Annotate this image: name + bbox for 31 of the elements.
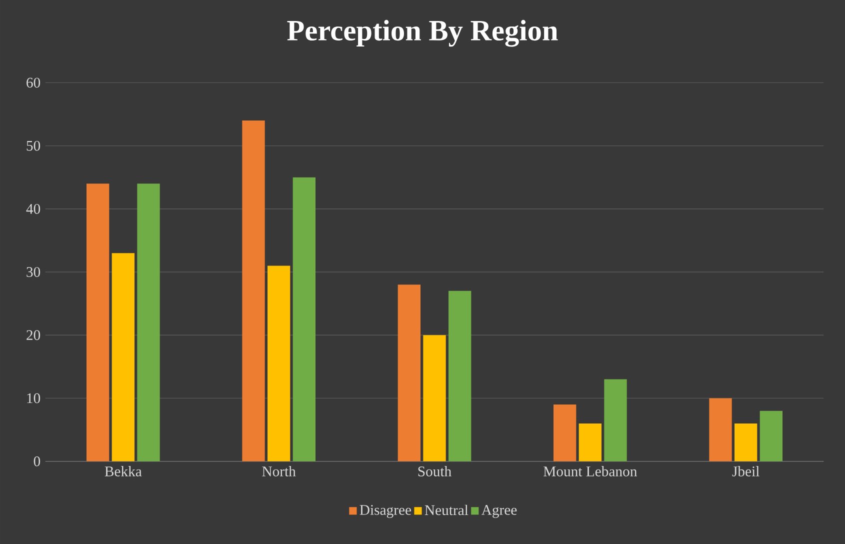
y-tick-label: 30	[26, 267, 40, 277]
x-tick-label: North	[262, 466, 296, 476]
bar	[734, 423, 758, 462]
x-tick-label: Bekka	[104, 466, 142, 476]
bar	[86, 184, 110, 462]
bar	[137, 184, 160, 462]
bar	[760, 410, 783, 462]
y-tick-label: 20	[26, 330, 40, 340]
bar	[112, 253, 135, 462]
legend-label: Agree	[482, 505, 517, 518]
bar	[268, 266, 290, 462]
bar	[292, 177, 316, 462]
bar	[423, 335, 446, 462]
bar	[709, 398, 732, 462]
legend-label: Neutral	[424, 504, 468, 516]
bar	[448, 290, 472, 462]
y-tick-label: 60	[26, 78, 40, 88]
bar	[604, 379, 627, 462]
bar	[578, 423, 602, 462]
bar	[242, 120, 265, 462]
y-tick-label: 10	[27, 393, 40, 404]
y-tick-label: 50	[26, 140, 40, 151]
chart-title: Perception By Region	[287, 20, 558, 47]
legend-label: Disagree	[360, 505, 412, 518]
x-tick-label: Jbeil	[732, 466, 760, 476]
bar	[398, 284, 421, 462]
x-tick-label: Mount Lebanon	[544, 466, 637, 476]
bar	[554, 404, 576, 462]
x-tick-label: South	[418, 466, 452, 476]
y-tick-label: 0	[34, 456, 40, 466]
y-tick-label: 40	[26, 204, 40, 214]
